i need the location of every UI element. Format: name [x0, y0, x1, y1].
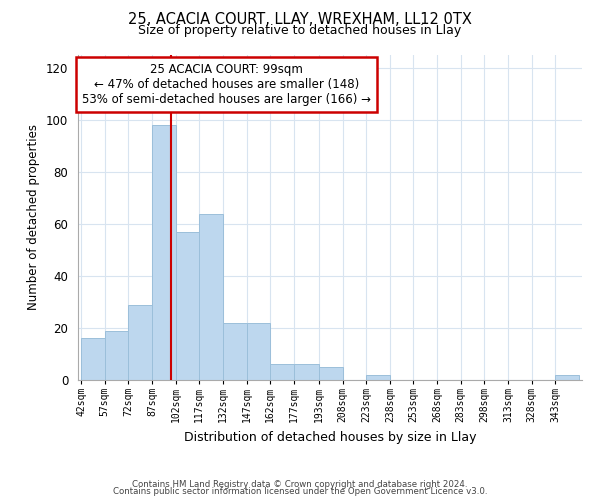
Bar — [128, 304, 152, 380]
Bar — [152, 125, 176, 380]
Text: Contains HM Land Registry data © Crown copyright and database right 2024.: Contains HM Land Registry data © Crown c… — [132, 480, 468, 489]
Bar — [555, 375, 579, 380]
Text: 25 ACACIA COURT: 99sqm
← 47% of detached houses are smaller (148)
53% of semi-de: 25 ACACIA COURT: 99sqm ← 47% of detached… — [82, 63, 371, 106]
Bar — [81, 338, 105, 380]
Text: 25, ACACIA COURT, LLAY, WREXHAM, LL12 0TX: 25, ACACIA COURT, LLAY, WREXHAM, LL12 0T… — [128, 12, 472, 28]
X-axis label: Distribution of detached houses by size in Llay: Distribution of detached houses by size … — [184, 430, 476, 444]
Bar — [319, 367, 343, 380]
Bar — [270, 364, 294, 380]
Bar — [294, 364, 319, 380]
Bar — [199, 214, 223, 380]
Bar — [247, 323, 270, 380]
Y-axis label: Number of detached properties: Number of detached properties — [28, 124, 40, 310]
Bar — [223, 323, 247, 380]
Bar — [105, 330, 128, 380]
Bar — [176, 232, 199, 380]
Text: Size of property relative to detached houses in Llay: Size of property relative to detached ho… — [139, 24, 461, 37]
Text: Contains public sector information licensed under the Open Government Licence v3: Contains public sector information licen… — [113, 487, 487, 496]
Bar — [366, 375, 390, 380]
